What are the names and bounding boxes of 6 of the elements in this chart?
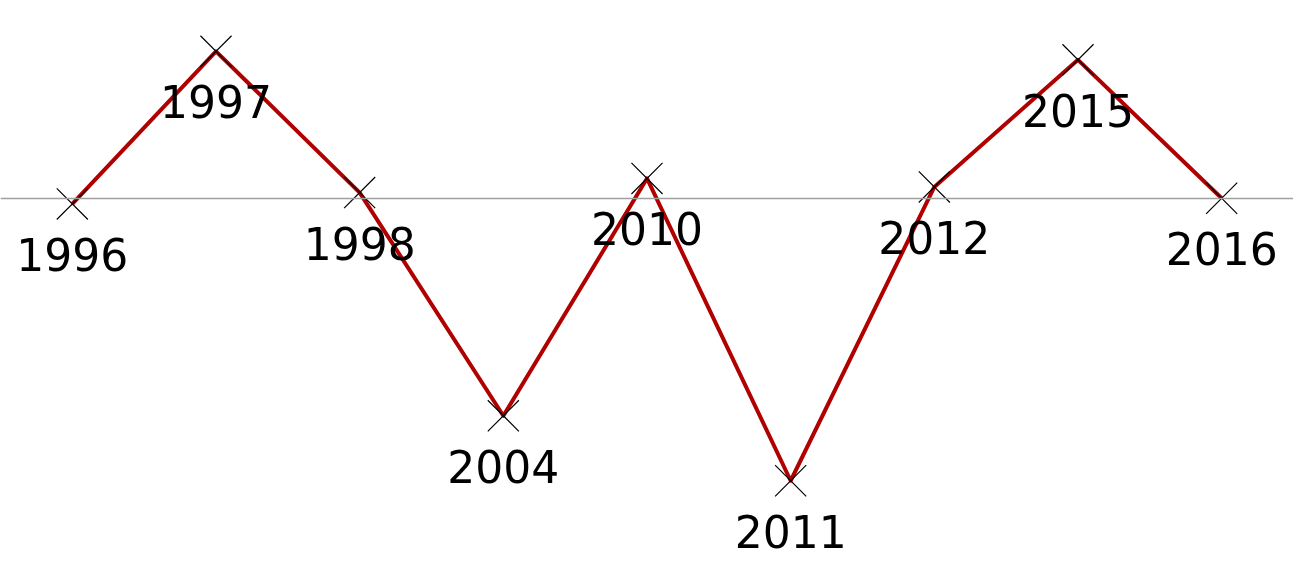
x-tick-label: 1997 [160,77,272,129]
x-tick-label: 2016 [1165,224,1278,276]
x-tick-label: 2011 [734,506,847,558]
x-tick-label: 2004 [447,441,560,493]
x-tick-label: 1996 [16,229,129,281]
x-tick-label: 2015 [1022,85,1134,137]
